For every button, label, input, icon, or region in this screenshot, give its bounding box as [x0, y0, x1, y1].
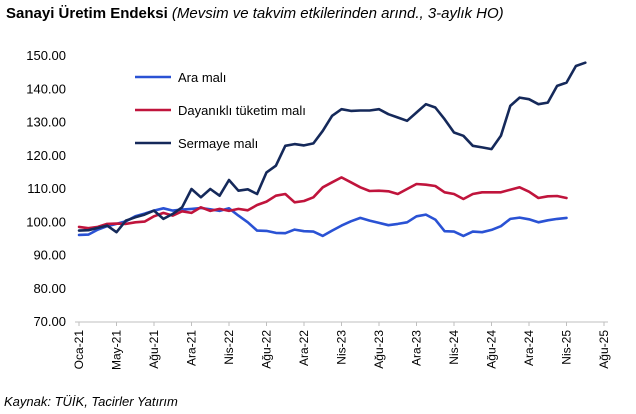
x-tick-label: May-21: [110, 330, 124, 370]
x-tick-label: Ara-21: [185, 330, 199, 366]
x-tick-label: Oca-21: [72, 330, 86, 370]
x-tick-label: Ağu-21: [147, 330, 161, 369]
chart-title: Sanayi Üretim Endeksi (Mevsim ve takvim …: [6, 5, 504, 22]
x-tick-label: Nis-25: [560, 330, 574, 365]
series-line-1: [77, 206, 568, 238]
x-tick-label: Ağu-24: [485, 330, 499, 369]
legend-label-3: Sermaye malı: [178, 136, 258, 151]
x-tick-label: Ağu-23: [372, 330, 386, 369]
legend-label-2: Dayanıklı tüketim malı: [178, 103, 306, 118]
y-tick-label: 110.00: [27, 181, 66, 196]
source-note: Kaynak: TÜİK, Tacirler Yatırım: [4, 394, 178, 409]
y-tick-label: 140.00: [26, 81, 66, 96]
x-tick-label: Nis-23: [335, 330, 349, 365]
y-tick-label: 70.00: [33, 314, 66, 329]
x-tick-label: Ara-24: [522, 330, 536, 366]
chart-subtitle: (Mevsim ve takvim etkilerinden arınd., 3…: [171, 5, 504, 22]
x-tick-label: Ara-23: [410, 330, 424, 366]
legend-label-1: Ara malı: [178, 70, 226, 85]
y-tick-label: 150.00: [26, 48, 66, 63]
x-tick-label: Nis-22: [222, 330, 236, 365]
y-tick-label: 120.00: [26, 148, 66, 163]
y-tick-label: 90.00: [33, 248, 66, 263]
x-tick-label: Ağu-25: [597, 330, 611, 369]
x-tick-label: Ağu-22: [260, 330, 274, 369]
chart-title-main: Sanayi Üretim Endeksi: [6, 5, 168, 22]
x-tick-label: Nis-24: [447, 330, 461, 365]
x-tick-label: Ara-22: [297, 330, 311, 366]
y-tick-label: 130.00: [26, 115, 66, 130]
series-line-3: [77, 61, 587, 234]
y-tick-label: 80.00: [33, 281, 66, 296]
series-line-2: [77, 176, 568, 230]
y-tick-label: 100.00: [26, 214, 66, 229]
